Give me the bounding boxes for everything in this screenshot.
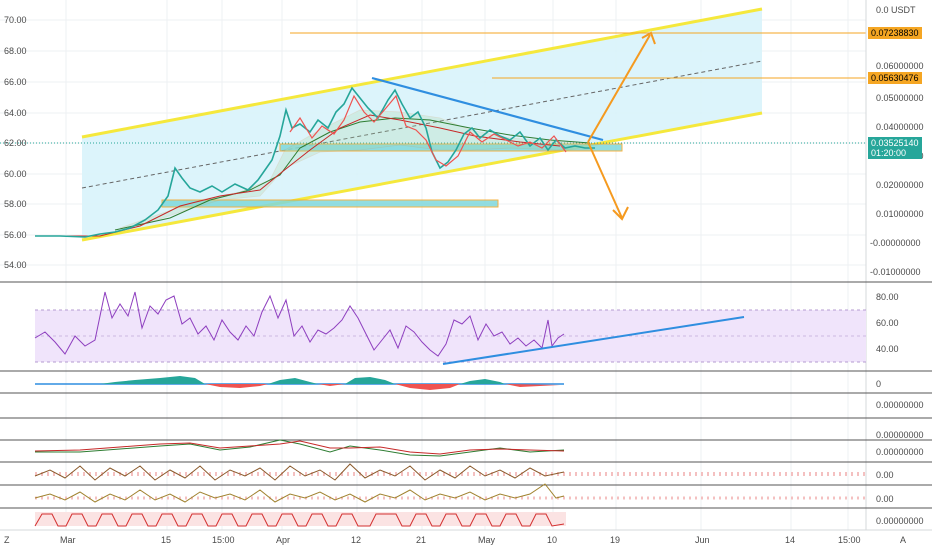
left-axis-label: 66.00 [4, 77, 27, 87]
descending-trendline[interactable] [371, 76, 604, 142]
time-axis[interactable]: Z Mar 15 15:00 Apr 12 21 May 10 19 Jun 1… [4, 535, 906, 545]
macd-pane[interactable]: 0 [35, 376, 881, 390]
auto-scale-toggle[interactable]: A [900, 535, 906, 545]
svg-text:0.05630476: 0.05630476 [871, 73, 919, 83]
indicator-pane-8[interactable]: 0.00000000 [34, 512, 924, 527]
support-zone-upper[interactable] [279, 143, 623, 152]
left-axis-label: 62.00 [4, 138, 27, 148]
macd-histogram-down [205, 384, 560, 390]
time-axis-label: 15 [161, 535, 171, 545]
indicator-line-oscillator-b [34, 483, 565, 503]
channel-lower-line[interactable] [81, 111, 763, 242]
time-axis-label: 15:00 [212, 535, 235, 545]
left-axis-label: 56.00 [4, 230, 27, 240]
right-axis-label: 0.02000000 [876, 180, 924, 190]
indicator-axis-label: 0.00 [876, 470, 894, 480]
time-axis-label: May [478, 535, 496, 545]
right-axis-background[interactable] [866, 0, 932, 530]
indicator-pane-5[interactable]: 0.00000000 [34, 439, 924, 457]
projection-up-arrow[interactable] [587, 31, 656, 143]
indicator-line-red [34, 440, 565, 455]
price-candles-path-red [289, 94, 567, 167]
left-price-axis: 70.00 68.00 66.00 64.00 62.00 60.00 58.0… [4, 15, 27, 270]
price-badge-current: 0.03525140 01:20:00 [868, 137, 922, 159]
left-axis-label: 68.00 [4, 46, 27, 56]
price-badge-middle: 0.05630476 [868, 72, 922, 84]
indicator-line-green [35, 439, 565, 457]
rsi-axis-label: 80.00 [876, 292, 899, 302]
bar-countdown: 01:20:00 [871, 148, 906, 158]
right-axis-label: 0.05000000 [876, 93, 924, 103]
time-axis-label: 19 [610, 535, 620, 545]
time-axis-label: 14 [785, 535, 795, 545]
time-axis-label: Jun [695, 535, 710, 545]
time-axis-label: 12 [351, 535, 361, 545]
indicator-axis-label: 0.00000000 [876, 447, 924, 457]
indicator-line-oscillator-a [34, 463, 565, 481]
right-axis-label: -0.00000000 [870, 238, 921, 248]
indicator-axis-label: 0.00000000 [876, 430, 924, 440]
svg-text:0.03525140: 0.03525140 [871, 138, 919, 148]
price-badge-upper: 0.07238830 [868, 27, 922, 39]
channel-upper-line[interactable] [81, 7, 763, 139]
left-axis-label: 64.00 [4, 108, 27, 118]
indicator-pane-3[interactable]: 0.00000000 [876, 400, 924, 410]
rsi-trendline[interactable] [442, 316, 745, 365]
timezone-toggle[interactable]: Z [4, 535, 10, 545]
right-axis-label: 0.0 USDT [876, 5, 916, 15]
indicator-axis-label: 0.00 [876, 494, 894, 504]
svg-text:0.07238830: 0.07238830 [871, 28, 919, 38]
projection-down-arrow[interactable] [587, 141, 629, 221]
time-axis-label: 10 [547, 535, 557, 545]
right-axis-label: 0.01000000 [876, 209, 924, 219]
left-axis-label: 54.00 [4, 260, 27, 270]
rsi-axis-label: 60.00 [876, 318, 899, 328]
right-axis-label: 0.06000000 [876, 61, 924, 71]
time-axis-label: Apr [276, 535, 290, 545]
left-axis-label: 58.00 [4, 199, 27, 209]
indicator-axis-label: 0.00000000 [876, 400, 924, 410]
macd-histogram-up [100, 376, 505, 384]
left-axis-label: 70.00 [4, 15, 27, 25]
indicator-line-stoch [34, 513, 565, 527]
rsi-axis-label: 40.00 [876, 344, 899, 354]
ichimoku-base-line [35, 114, 561, 237]
macd-axis-label: 0 [876, 379, 881, 389]
indicator-pane-4[interactable]: 0.00000000 [876, 430, 924, 440]
time-axis-label: 15:00 [838, 535, 861, 545]
left-axis-label: 60.00 [4, 169, 27, 179]
indicator-axis-label: 0.00000000 [876, 516, 924, 526]
time-axis-label: Mar [60, 535, 76, 545]
right-axis-label: 0.04000000 [876, 122, 924, 132]
ichimoku-lead-line [114, 117, 591, 231]
right-axis-label: -0.01000000 [870, 267, 921, 277]
price-candles-path[interactable] [35, 86, 595, 238]
main-price-pane[interactable] [0, 0, 866, 530]
rsi-pane[interactable]: 80.00 60.00 40.00 [34, 291, 899, 365]
indicator-pane-6[interactable]: 0.00 [34, 463, 894, 481]
time-axis-label: 21 [416, 535, 426, 545]
rsi-line[interactable] [34, 291, 565, 357]
indicator-pane-7[interactable]: 0.00 [34, 483, 894, 504]
